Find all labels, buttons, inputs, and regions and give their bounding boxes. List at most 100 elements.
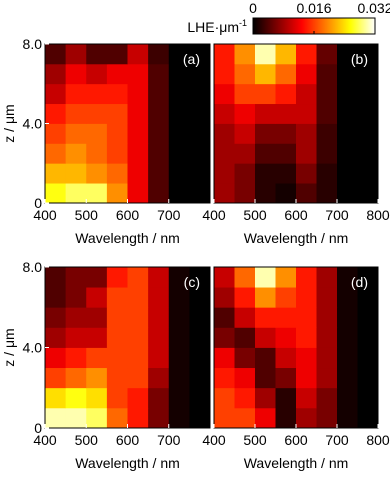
heatmap-cell xyxy=(316,347,338,369)
heatmap-cell xyxy=(214,123,235,144)
heatmap-cell xyxy=(255,367,276,389)
heatmap-cell xyxy=(275,407,297,429)
heatmap-cell xyxy=(296,123,317,144)
y-tick-label: 4.0 xyxy=(23,116,43,132)
heatmap-cell xyxy=(275,123,297,144)
heatmap-cell xyxy=(337,327,358,348)
heatmap-cell xyxy=(189,267,211,288)
heatmap-cell xyxy=(214,83,235,105)
heatmap-cell xyxy=(65,103,87,124)
heatmap-cell xyxy=(106,143,128,164)
heatmap-cell xyxy=(357,163,379,184)
heatmap-cell xyxy=(45,163,67,184)
heatmap-cell xyxy=(234,267,256,288)
y-tick-label: 0 xyxy=(34,420,42,436)
heatmap-cell xyxy=(337,63,358,85)
heatmap-cell xyxy=(316,143,338,164)
y-tick-label: 8.0 xyxy=(23,259,43,275)
heatmap-cell xyxy=(65,163,87,184)
x-tick-label: 400 xyxy=(33,432,57,448)
heatmap-cell xyxy=(255,83,276,105)
heatmap-cell xyxy=(106,367,128,389)
heatmap-cell xyxy=(255,183,276,204)
heatmap-cell xyxy=(275,367,297,389)
heatmap-cell xyxy=(234,347,256,369)
heatmap-cell xyxy=(65,287,87,308)
heatmap-cell xyxy=(106,347,128,369)
x-tick-label: 600 xyxy=(284,432,308,448)
heatmap-cell xyxy=(148,123,170,144)
heatmap-cell xyxy=(234,287,256,308)
heatmap-cell xyxy=(127,83,149,105)
heatmap-cell xyxy=(45,287,67,308)
heatmap-cell xyxy=(106,183,128,204)
heatmap-cell xyxy=(214,103,235,124)
heatmap-cell xyxy=(168,307,190,328)
x-tick-label: 500 xyxy=(75,207,99,223)
x-tick-label: 700 xyxy=(325,432,349,448)
heatmap-cell xyxy=(168,123,190,144)
heatmap-cell xyxy=(316,367,338,389)
heatmap-cell xyxy=(106,83,128,105)
heatmap-cell xyxy=(168,44,190,65)
x-tick-label: 500 xyxy=(75,432,99,448)
heatmap-cell xyxy=(189,367,211,389)
heatmap-cell xyxy=(189,143,211,164)
heatmap-cell xyxy=(296,387,317,409)
heatmap-cell xyxy=(337,183,358,204)
heatmap-cell xyxy=(316,103,338,124)
heatmap-cell xyxy=(214,367,235,389)
y-tick-label: 0 xyxy=(34,195,42,211)
heatmap-cell xyxy=(45,327,67,348)
heatmap-cell xyxy=(127,327,149,348)
heatmap-cell xyxy=(296,367,317,389)
heatmap-cell xyxy=(127,123,149,144)
heatmap-cell xyxy=(255,163,276,184)
x-axis-label: Wavelength / nm xyxy=(244,455,349,471)
heatmap-cell xyxy=(234,307,256,328)
y-tick-label: 4.0 xyxy=(23,340,43,356)
heatmap-cell xyxy=(86,267,108,288)
heatmap-cell xyxy=(148,327,170,348)
heatmap-cell xyxy=(214,307,235,328)
heatmap-cell xyxy=(148,103,170,124)
heatmap-cell xyxy=(189,307,211,328)
heatmap-cell xyxy=(189,123,211,144)
heatmap-cell xyxy=(316,287,338,308)
heatmap-cell xyxy=(316,44,338,65)
y-tick-label: 8.0 xyxy=(23,36,43,52)
heatmap-cell xyxy=(168,103,190,124)
heatmap-cell xyxy=(65,267,87,288)
heatmap-cell xyxy=(337,44,358,65)
heatmap-cell xyxy=(337,123,358,144)
heatmap-cell xyxy=(357,287,379,308)
heatmap-cell xyxy=(45,407,67,429)
heatmap-cell xyxy=(255,327,276,348)
heatmap-cell xyxy=(337,267,358,288)
heatmap-cell xyxy=(234,327,256,348)
heatmap-cell xyxy=(296,307,317,328)
heatmap-cell xyxy=(148,407,170,429)
heatmap-cell xyxy=(168,83,190,105)
heatmap-cell xyxy=(214,63,235,85)
heatmap-cell xyxy=(189,83,211,105)
heatmap-cell xyxy=(45,347,67,369)
heatmap-cell xyxy=(86,327,108,348)
heatmap-cell xyxy=(65,63,87,85)
heatmap-cell xyxy=(234,407,256,429)
x-tick-label: 700 xyxy=(325,207,349,223)
x-tick-label: 600 xyxy=(116,432,140,448)
heatmap-cell xyxy=(337,83,358,105)
heatmap-cell xyxy=(275,387,297,409)
heatmap-cell xyxy=(148,44,170,65)
heatmap-cell xyxy=(86,347,108,369)
heatmap-cell xyxy=(214,387,235,409)
colorbar-tick-label: 0.032 xyxy=(357,0,390,16)
heatmap-cell xyxy=(275,267,297,288)
heatmap-cell xyxy=(296,267,317,288)
heatmap-cell xyxy=(65,143,87,164)
heatmap-cell xyxy=(127,407,149,429)
heatmap-cell xyxy=(337,307,358,328)
x-tick-label: 400 xyxy=(33,207,57,223)
heatmap-cell xyxy=(45,103,67,124)
